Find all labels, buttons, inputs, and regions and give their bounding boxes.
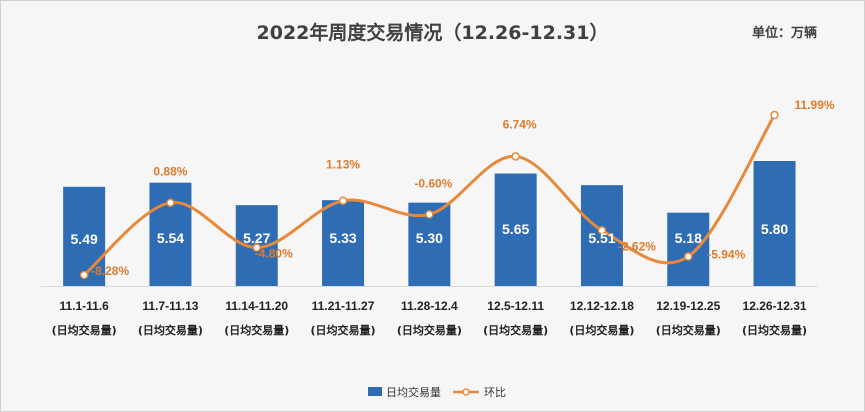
line-value-label-5: 6.74% xyxy=(503,117,537,131)
x-tick-sublabel-6: (日均交易量) xyxy=(569,323,634,337)
bar-value-label-0: 5.49 xyxy=(71,231,98,247)
bar-3 xyxy=(322,200,365,286)
line-marker-1 xyxy=(166,198,175,207)
legend-bar-label: 日均交易量 xyxy=(386,385,441,399)
bar-value-label-7: 5.18 xyxy=(675,230,702,246)
x-tick-sublabel-4: (日均交易量) xyxy=(397,323,462,337)
x-tick-label-8: 12.26-12.31 xyxy=(743,299,807,313)
line-marker-0 xyxy=(79,270,89,280)
line-value-label-2: -4.80% xyxy=(255,247,293,261)
x-tick-sublabel-3: (日均交易量) xyxy=(311,323,376,337)
line-value-label-4: -0.60% xyxy=(414,176,452,190)
x-tick-sublabel-5: (日均交易量) xyxy=(483,323,548,337)
x-tick-label-5: 12.5-12.11 xyxy=(487,299,544,313)
bar-value-label-1: 5.54 xyxy=(157,230,184,246)
line-marker-2 xyxy=(252,243,261,252)
x-tick-label-0: 11.1-11.6 xyxy=(59,299,109,313)
line-value-label-0: -8.28% xyxy=(91,264,129,278)
x-tick-sublabel-0: (日均交易量) xyxy=(52,323,117,337)
bar-value-label-8: 5.80 xyxy=(761,221,788,237)
line-value-label-7: -5.94% xyxy=(707,248,745,262)
line-value-label-6: -2.62% xyxy=(618,239,656,253)
series-line-huanbi xyxy=(83,114,776,277)
bar-0 xyxy=(63,186,106,286)
chart-title: 2022年周度交易情况（12.26-12.31） xyxy=(256,22,609,44)
x-tick-sublabel-8: (日均交易量) xyxy=(742,323,807,337)
bar-6 xyxy=(580,185,623,286)
line-marker-8 xyxy=(770,110,779,120)
x-tick-sublabel-2: (日均交易量) xyxy=(224,323,289,337)
x-tick-sublabel-7: (日均交易量) xyxy=(656,323,721,337)
line-value-label-8: 11.99% xyxy=(795,98,835,112)
line-marker-7 xyxy=(684,252,693,261)
x-tick-label-4: 11.28-12.4 xyxy=(401,299,458,313)
x-tick-label-3: 11.21-11.27 xyxy=(312,299,375,313)
legend-line-label: 环比 xyxy=(484,386,506,399)
line-marker-3 xyxy=(338,196,348,205)
bar-5 xyxy=(494,173,537,286)
unit-label: 单位：万辆 xyxy=(752,26,818,41)
x-tick-label-1: 11.7-11.13 xyxy=(142,299,198,313)
bar-value-label-4: 5.30 xyxy=(416,230,443,246)
legend-line-marker xyxy=(462,388,470,396)
x-tick-sublabel-1: (日均交易量) xyxy=(138,323,203,337)
line-marker-4 xyxy=(425,210,434,219)
line-value-label-3: 1.13% xyxy=(326,158,360,172)
bar-7 xyxy=(667,212,710,286)
x-tick-label-2: 11.14-11.20 xyxy=(225,299,288,313)
legend-bar-swatch xyxy=(368,387,382,396)
line-marker-5 xyxy=(511,152,520,161)
bar-8 xyxy=(753,161,796,286)
line-value-label-1: 0.88% xyxy=(153,165,187,179)
line-marker-6 xyxy=(597,226,607,235)
bar-value-label-3: 5.33 xyxy=(329,230,356,246)
bar-value-label-2: 5.27 xyxy=(243,230,270,246)
x-tick-label-6: 12.12-12.18 xyxy=(570,299,634,313)
x-tick-label-7: 12.19-12.25 xyxy=(656,299,720,313)
bar-value-label-6: 5.51 xyxy=(588,230,615,246)
bar-value-label-5: 5.65 xyxy=(502,221,529,237)
